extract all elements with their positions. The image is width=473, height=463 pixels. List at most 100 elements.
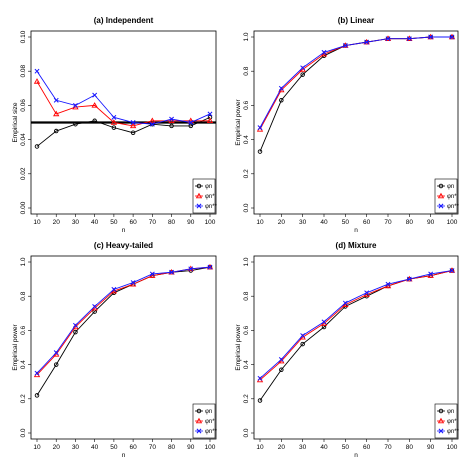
y-tick-label: 0.0	[243, 203, 250, 212]
legend: φn φn* φn**	[192, 178, 218, 214]
y-tick-label: 0.2	[20, 394, 27, 403]
data-point	[169, 269, 175, 275]
y-tick-label: 0.8	[20, 291, 27, 300]
data-point	[206, 117, 214, 124]
data-point	[34, 393, 40, 398]
series-circle	[257, 268, 455, 403]
x-tick-label: 20	[278, 444, 286, 451]
y-tick-label: 0.10	[20, 30, 27, 43]
series-line	[259, 270, 453, 379]
y-tick-label: 1.0	[243, 257, 250, 266]
legend-label: φn**	[447, 204, 460, 210]
data-point	[207, 264, 213, 270]
y-tick-label: 0.8	[243, 66, 250, 75]
x-tick-label: 50	[110, 444, 118, 451]
legend-label: φn**	[205, 204, 218, 210]
legend-marker	[195, 417, 203, 424]
data-point	[110, 119, 118, 125]
data-point	[92, 304, 98, 309]
panel-title: (d) Mixture	[336, 241, 377, 250]
x-tick-label: 30	[72, 444, 80, 451]
series-x	[34, 264, 213, 376]
data-point	[364, 290, 370, 296]
series-circle	[257, 34, 455, 154]
data-point	[385, 36, 391, 42]
data-point	[91, 102, 98, 108]
panel-title: (a) Independent	[94, 16, 154, 25]
x-tick-label: 30	[299, 444, 307, 451]
data-point	[188, 120, 194, 125]
series-triangle	[256, 267, 456, 383]
data-point	[129, 122, 137, 129]
data-point	[342, 43, 348, 49]
y-tick-label: 0.6	[243, 326, 250, 335]
series-x	[257, 268, 455, 381]
legend: φn φn* φn**	[434, 403, 460, 439]
data-point	[279, 367, 284, 372]
data-point	[92, 92, 98, 98]
data-point	[92, 118, 97, 124]
panel-title: (b) Linear	[338, 16, 374, 25]
x-tick-label: 30	[72, 219, 80, 226]
x-tick-label: 70	[149, 219, 157, 226]
x-axis-label: n	[122, 227, 126, 234]
data-point	[279, 98, 284, 103]
y-tick-label: 1.0	[243, 32, 250, 41]
plot-frame	[253, 30, 459, 215]
data-point	[53, 110, 60, 117]
x-tick-label: 10	[256, 219, 264, 226]
chart-panel-1: (a) Independent 10 20 30 40 50 60 70 80 90 100 n 0.0…	[12, 16, 218, 234]
x-tick-label: 90	[187, 219, 195, 226]
panel-title: (c) Heavy-tailed	[94, 241, 153, 250]
data-point	[53, 97, 59, 103]
y-tick-label: 0.0	[243, 428, 250, 437]
x-tick-label: 20	[53, 444, 61, 451]
data-point	[257, 375, 263, 381]
data-point	[278, 85, 284, 91]
data-point	[72, 322, 78, 328]
legend: φn φn* φn**	[434, 178, 460, 214]
series-line	[36, 266, 211, 376]
y-axis-label: Empirical power	[235, 324, 242, 371]
y-axis-label: Empirical size	[12, 102, 19, 142]
data-point	[34, 370, 40, 376]
data-point	[257, 125, 263, 131]
y-tick-label: 0.4	[243, 360, 250, 369]
legend-label: φn	[205, 184, 212, 190]
y-tick-label: 0.4	[20, 360, 27, 369]
x-tick-label: 60	[363, 219, 371, 226]
data-point	[53, 128, 59, 134]
legend-label: φn	[447, 184, 454, 190]
data-point	[111, 286, 117, 292]
chart-panel-4: (d) Mixture 10 20 30 40 50 60 70 80 90 100 n 0.0 0.2 0…	[235, 241, 460, 459]
data-point	[428, 34, 434, 40]
x-tick-label: 40	[91, 219, 99, 226]
data-point	[364, 39, 370, 45]
plot-frame	[253, 255, 459, 440]
data-point	[300, 333, 306, 338]
x-tick-label: 70	[149, 444, 157, 451]
legend-marker	[195, 192, 203, 199]
series-triangle	[33, 263, 214, 378]
legend-label: φn**	[447, 429, 460, 435]
legend-marker	[196, 203, 202, 209]
y-tick-label: 0.2	[243, 394, 250, 403]
series-line	[36, 266, 211, 374]
data-point	[53, 350, 59, 356]
legend-marker	[438, 183, 444, 189]
data-point	[130, 130, 136, 136]
data-point	[34, 68, 40, 74]
legend: φn φn* φn**	[192, 403, 218, 439]
y-tick-label: 1.0	[20, 257, 27, 266]
x-tick-label: 70	[384, 444, 392, 451]
data-point	[169, 123, 174, 129]
data-point	[406, 36, 412, 42]
x-tick-label: 100	[205, 444, 216, 451]
x-tick-label: 50	[110, 219, 118, 226]
plot-frame	[30, 255, 217, 440]
data-point	[257, 398, 263, 403]
data-point	[321, 49, 327, 55]
chart-panel-3: (c) Heavy-tailed 10 20 30 40 50 60 70 80 90 100 n 0.…	[12, 241, 218, 459]
data-point	[53, 362, 59, 367]
x-tick-label: 100	[447, 219, 458, 226]
